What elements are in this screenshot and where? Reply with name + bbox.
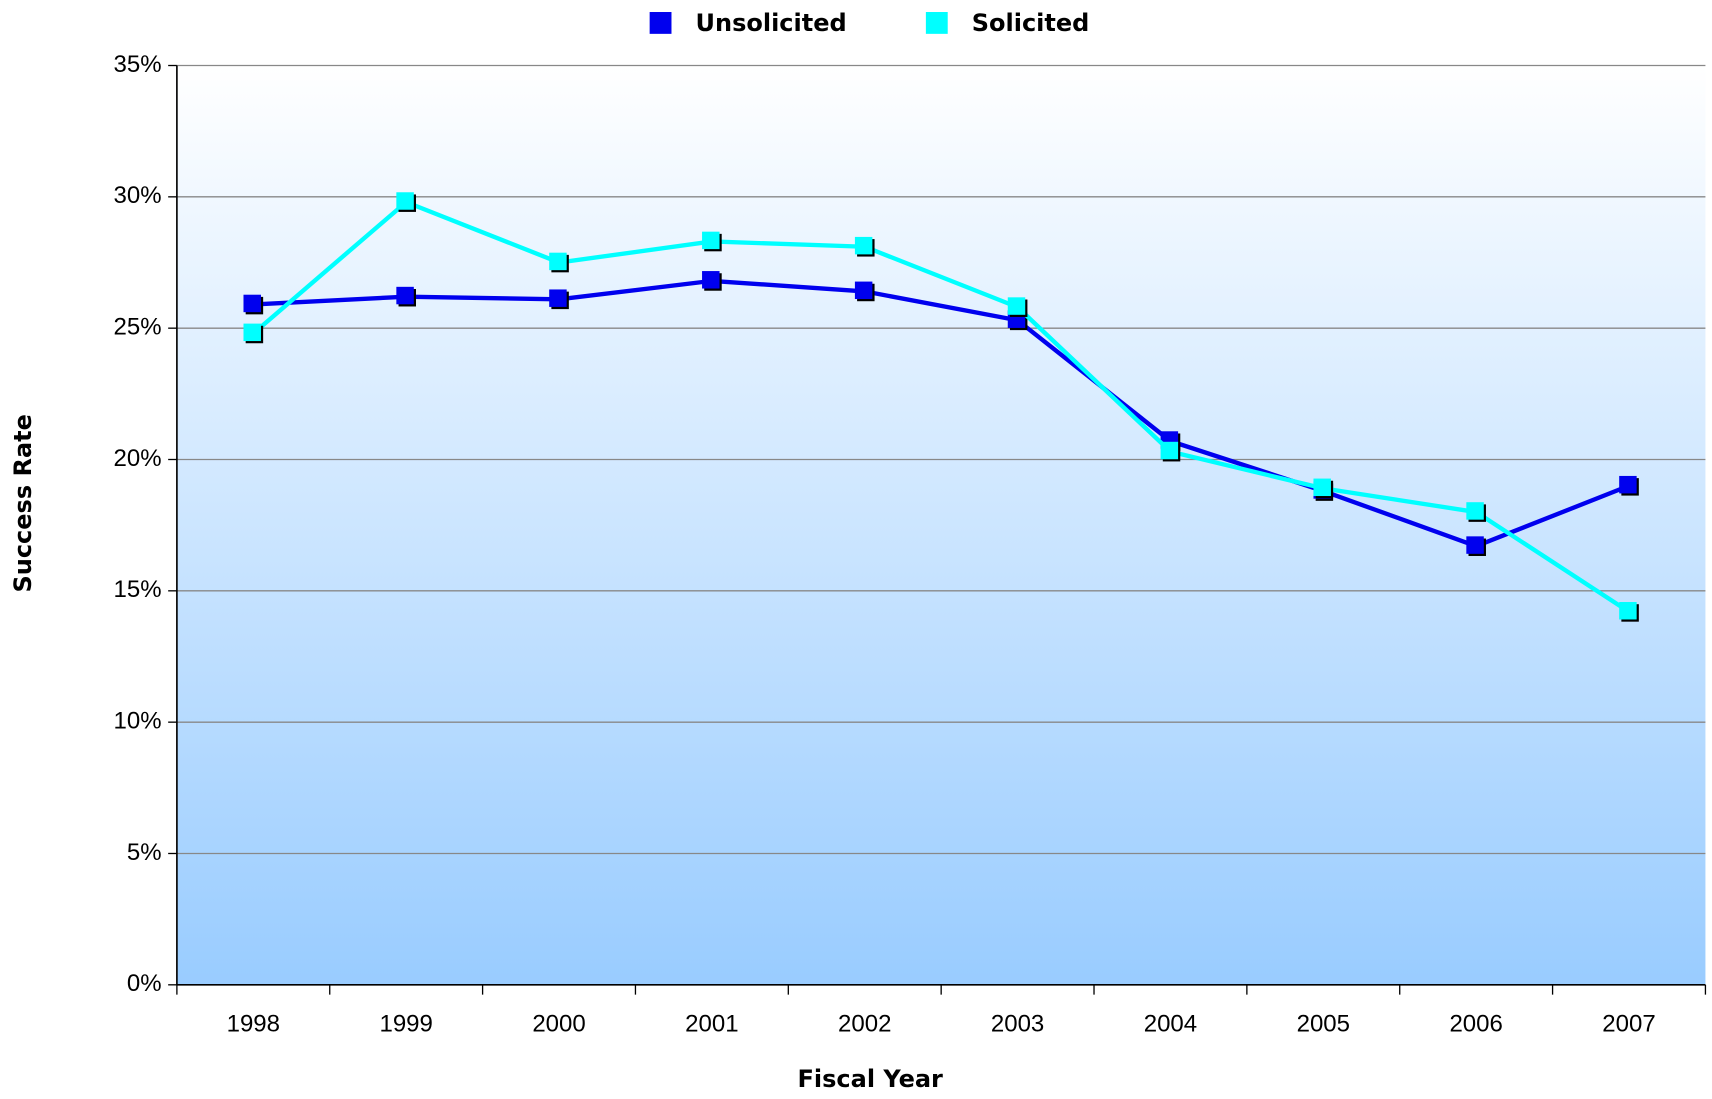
x-axis-title: Fiscal Year <box>797 1065 943 1093</box>
legend-label: Unsolicited <box>696 9 847 37</box>
y-tick-label: 0% <box>127 970 162 997</box>
legend-swatch <box>925 12 948 34</box>
marker <box>549 252 567 271</box>
marker <box>1466 536 1484 554</box>
y-tick-label: 15% <box>114 576 162 603</box>
y-tick-label: 25% <box>114 314 162 341</box>
x-tick-label: 2002 <box>838 1011 891 1038</box>
marker <box>243 294 261 313</box>
marker <box>854 281 873 300</box>
x-tick-label: 2006 <box>1449 1011 1502 1038</box>
marker <box>854 236 873 255</box>
x-tick-label: 1998 <box>227 1011 280 1038</box>
marker <box>1466 502 1484 520</box>
x-tick-label: 2004 <box>1144 1011 1197 1038</box>
x-tick-label: 2001 <box>685 1011 738 1038</box>
marker <box>1313 478 1331 497</box>
marker <box>396 286 414 305</box>
y-axis-title: Success Rate <box>9 414 37 592</box>
y-tick-label: 20% <box>114 445 162 472</box>
marker <box>1619 602 1637 620</box>
x-tick-label: 2005 <box>1297 1011 1350 1038</box>
marker <box>243 323 261 342</box>
marker <box>396 192 414 210</box>
y-tick-label: 30% <box>114 182 162 209</box>
y-tick-label: 10% <box>114 708 162 735</box>
x-tick-label: 2007 <box>1602 1011 1655 1038</box>
series-line <box>253 278 1630 549</box>
x-tick-label: 2003 <box>991 1011 1044 1038</box>
marker <box>1160 441 1179 460</box>
plot-area <box>176 65 1706 985</box>
legend-swatch <box>649 12 672 34</box>
x-tick-label: 1999 <box>379 1011 432 1038</box>
marker <box>549 289 567 307</box>
series-line <box>251 199 1631 614</box>
marker <box>1619 475 1637 494</box>
legend-label: Solicited <box>972 9 1090 37</box>
y-tick-label: 5% <box>127 839 162 866</box>
y-tick-label: 35% <box>114 51 162 78</box>
marker <box>702 231 720 250</box>
x-tick-label: 2000 <box>532 1011 585 1038</box>
marker <box>702 271 720 289</box>
marker <box>1007 297 1026 315</box>
